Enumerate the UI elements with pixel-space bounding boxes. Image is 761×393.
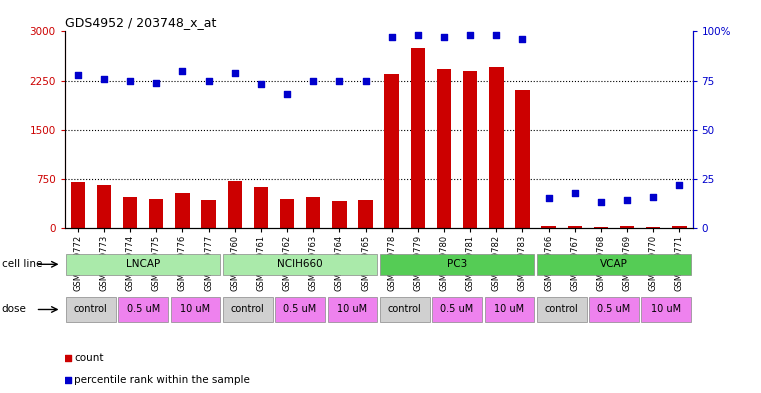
Point	[673, 182, 686, 188]
Text: count: count	[75, 353, 103, 363]
Bar	[202, 200, 216, 228]
Text: 10 uM: 10 uM	[495, 305, 524, 314]
Bar	[66, 296, 116, 322]
Point	[177, 68, 189, 74]
Point	[621, 197, 633, 204]
Bar	[463, 71, 477, 228]
Text: VCAP: VCAP	[600, 259, 628, 269]
Point	[202, 77, 215, 84]
Text: 0.5 uM: 0.5 uM	[284, 305, 317, 314]
Point	[150, 79, 162, 86]
Text: 0.5 uM: 0.5 uM	[126, 305, 160, 314]
Text: 10 uM: 10 uM	[180, 305, 211, 314]
Point	[276, 81, 288, 88]
Text: control: control	[388, 305, 422, 314]
Bar	[594, 227, 608, 228]
Text: dose: dose	[2, 305, 27, 314]
Point	[543, 195, 555, 202]
Text: NCIH660: NCIH660	[277, 259, 323, 269]
Point	[72, 72, 84, 78]
Bar	[223, 296, 272, 322]
Bar	[411, 48, 425, 228]
Bar	[541, 226, 556, 228]
Bar	[149, 199, 164, 228]
Bar	[646, 227, 661, 228]
Bar	[223, 253, 377, 275]
Text: percentile rank within the sample: percentile rank within the sample	[75, 375, 250, 385]
Bar	[71, 182, 85, 228]
Point	[595, 199, 607, 206]
Bar	[380, 253, 534, 275]
Bar	[327, 296, 377, 322]
Point	[333, 77, 345, 84]
Bar	[175, 193, 189, 228]
Bar	[228, 182, 242, 228]
Point	[228, 70, 240, 76]
Bar	[515, 90, 530, 228]
Text: LNCAP: LNCAP	[126, 259, 161, 269]
Point	[647, 193, 659, 200]
Bar	[97, 185, 111, 228]
Point	[412, 32, 424, 39]
Point	[98, 75, 110, 82]
Text: 0.5 uM: 0.5 uM	[597, 305, 631, 314]
Text: control: control	[231, 305, 265, 314]
Bar	[118, 296, 168, 322]
Bar	[432, 296, 482, 322]
Bar	[358, 200, 373, 228]
Bar	[253, 187, 268, 228]
Text: 10 uM: 10 uM	[651, 305, 681, 314]
Bar	[537, 253, 691, 275]
Point	[568, 189, 581, 196]
Bar	[537, 296, 587, 322]
Bar	[437, 70, 451, 228]
Point	[255, 81, 267, 88]
Bar	[332, 201, 346, 228]
Bar	[485, 296, 534, 322]
Point	[124, 77, 136, 84]
Text: control: control	[545, 305, 578, 314]
Bar	[620, 226, 635, 228]
Text: GDS4952 / 203748_x_at: GDS4952 / 203748_x_at	[65, 16, 216, 29]
Bar	[170, 296, 221, 322]
Text: cell line: cell line	[2, 259, 42, 269]
Bar	[306, 197, 320, 228]
Point	[307, 77, 320, 84]
Point	[281, 91, 293, 97]
Bar	[672, 226, 686, 228]
Bar	[123, 196, 137, 228]
Bar	[589, 296, 639, 322]
Point	[438, 34, 450, 40]
Point	[276, 278, 288, 284]
Bar	[642, 296, 691, 322]
Text: 10 uM: 10 uM	[337, 305, 368, 314]
Bar	[275, 296, 325, 322]
Bar	[66, 253, 221, 275]
Point	[517, 36, 529, 42]
Text: 0.5 uM: 0.5 uM	[441, 305, 473, 314]
Bar	[380, 296, 430, 322]
Bar	[384, 74, 399, 228]
Point	[386, 34, 398, 40]
Text: control: control	[74, 305, 108, 314]
Bar	[568, 226, 582, 228]
Bar	[489, 68, 504, 228]
Point	[490, 32, 502, 39]
Point	[464, 32, 476, 39]
Point	[359, 77, 371, 84]
Bar	[280, 199, 295, 228]
Text: PC3: PC3	[447, 259, 467, 269]
